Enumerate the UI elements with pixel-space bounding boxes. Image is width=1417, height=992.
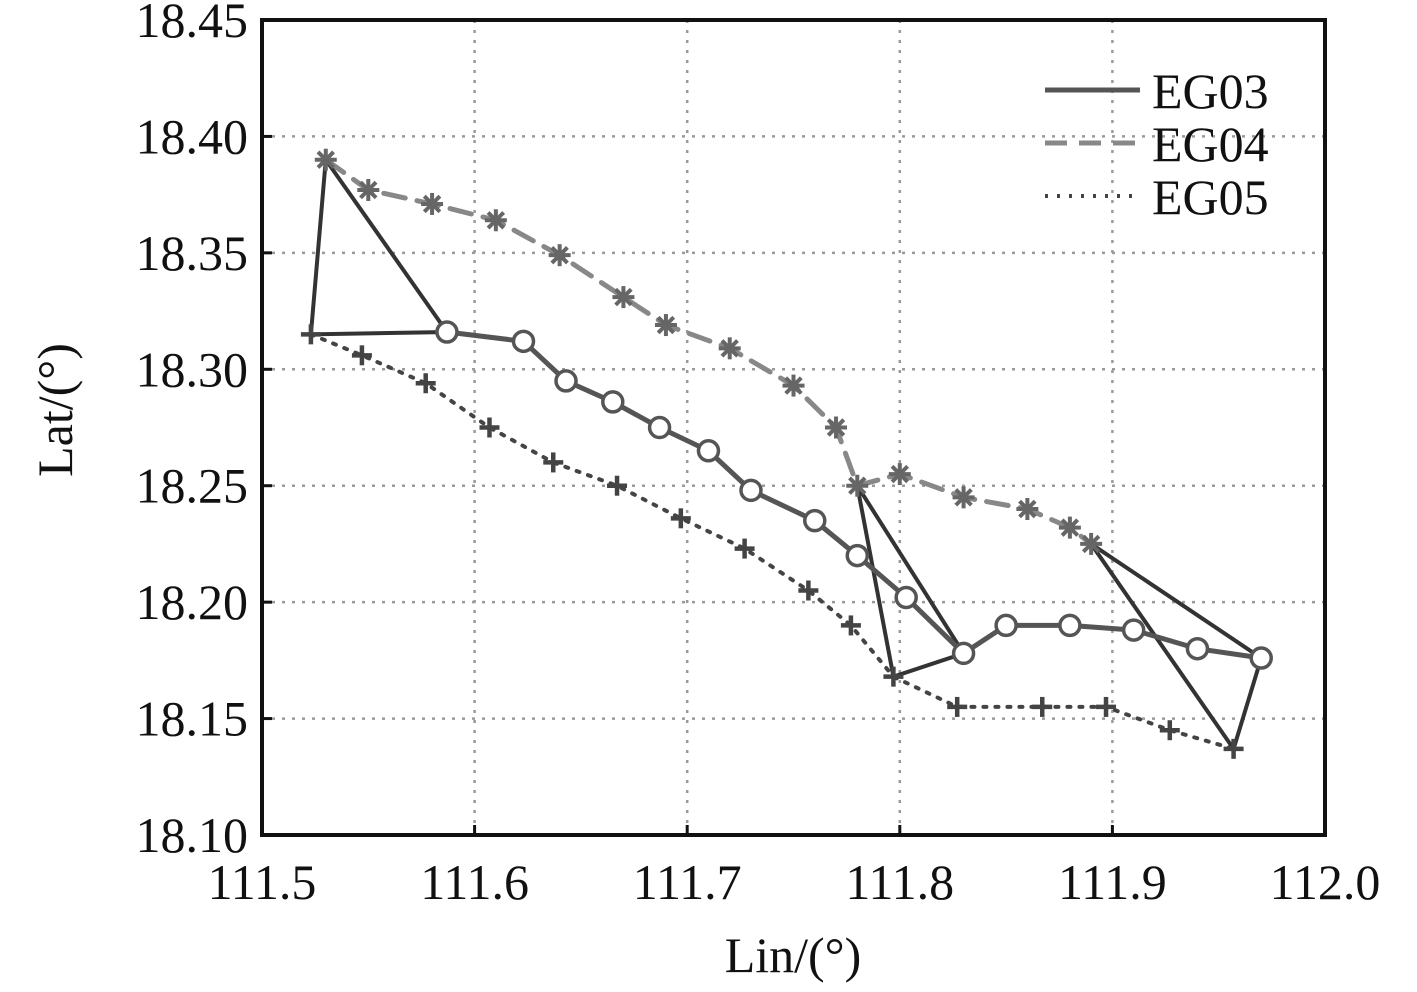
- series-line-eg03: [444, 329, 1264, 661]
- y-tick-label: 18.25: [136, 458, 249, 514]
- data-point-eg05: [670, 508, 691, 529]
- triangle-overlay: [855, 484, 967, 680]
- data-point-eg03: [435, 320, 459, 344]
- data-point-eg04: [548, 244, 571, 267]
- data-point-eg03: [1058, 613, 1082, 638]
- series-line-eg04: [323, 157, 1094, 547]
- series-markers: [300, 148, 1273, 759]
- triangle-overlays: [308, 154, 1264, 754]
- data-point-eg05: [734, 538, 755, 559]
- data-point-eg03: [803, 508, 827, 533]
- data-point-eg05: [479, 417, 500, 438]
- data-point-eg05: [947, 696, 968, 717]
- legend-entry-eg04: EG04: [1045, 116, 1269, 172]
- data-point-eg04: [952, 486, 975, 509]
- data-point-eg04: [421, 192, 444, 215]
- x-tick-labels: 111.5 111.6 111.7 111.8 111.9 112.0: [208, 854, 1381, 910]
- legend-entry-eg05: EG05: [1045, 169, 1269, 225]
- data-point-eg03: [511, 329, 536, 354]
- data-point-eg04: [612, 286, 635, 309]
- data-point-eg04: [888, 463, 911, 486]
- data-point-eg03: [647, 415, 672, 440]
- x-axis-label: Lin/(°): [725, 927, 862, 983]
- legend-entry-eg03: EG03: [1045, 63, 1269, 119]
- data-point-eg05: [607, 475, 628, 496]
- data-point-eg05: [883, 666, 904, 687]
- x-tick-label: 112.0: [1270, 854, 1381, 910]
- data-point-eg04: [718, 337, 741, 360]
- x-tick-label: 111.7: [633, 854, 742, 910]
- data-point-eg04: [484, 209, 507, 232]
- data-point-eg03: [894, 585, 918, 610]
- data-point-eg04: [1080, 532, 1103, 555]
- y-tick-label: 18.20: [136, 574, 249, 630]
- y-tick-labels: 18.10 18.15 18.20 18.25 18.30 18.35 18.40 18.45: [136, 0, 249, 863]
- data-point-eg05: [351, 345, 372, 366]
- data-point-eg04: [825, 416, 848, 439]
- data-point-eg03: [994, 613, 1018, 638]
- data-point-eg03: [739, 478, 763, 503]
- data-point-eg05: [415, 373, 436, 394]
- x-tick-label: 111.8: [845, 854, 954, 910]
- data-point-eg03: [951, 641, 976, 666]
- x-tick-label: 111.5: [208, 854, 317, 910]
- data-point-eg04: [846, 474, 869, 497]
- data-point-eg04: [654, 314, 677, 337]
- data-point-eg03: [696, 439, 721, 463]
- triangle-overlay: [1089, 542, 1264, 754]
- data-point-eg05: [543, 452, 564, 473]
- y-tick-label: 18.15: [136, 691, 249, 747]
- data-point-eg04: [1058, 516, 1081, 539]
- y-tick-label: 18.40: [136, 108, 249, 164]
- y-tick-label: 18.35: [136, 225, 249, 281]
- data-point-eg05: [798, 580, 819, 601]
- data-point-eg03: [554, 369, 578, 393]
- data-point-eg03: [1121, 618, 1146, 642]
- data-point-eg05: [1159, 720, 1180, 741]
- data-point-eg05: [1032, 696, 1053, 717]
- plot-frame: [260, 18, 1327, 837]
- data-point-eg03: [1249, 646, 1273, 670]
- data-point-eg05: [1223, 738, 1244, 759]
- legend-label: EG04: [1152, 116, 1269, 172]
- y-axis-label: Lat/(°): [27, 343, 83, 477]
- data-point-eg03: [845, 543, 870, 568]
- data-point-eg04: [1016, 498, 1039, 520]
- data-point-eg04: [314, 148, 337, 171]
- data-point-eg03: [1185, 636, 1210, 661]
- x-tick-label: 111.9: [1058, 854, 1167, 910]
- data-point-eg05: [300, 324, 321, 345]
- data-point-eg04: [357, 178, 380, 201]
- y-tick-label: 18.30: [136, 341, 249, 397]
- x-tick-label: 111.6: [420, 854, 529, 910]
- data-point-eg04: [782, 374, 805, 397]
- data-point-eg05: [840, 615, 861, 636]
- y-tick-label: 18.45: [136, 0, 249, 48]
- data-point-eg05: [1096, 696, 1117, 717]
- legend-label: EG05: [1152, 169, 1269, 225]
- series-lines: [308, 157, 1264, 751]
- y-tick-label: 18.10: [136, 807, 249, 863]
- triangle-overlay: [308, 154, 451, 337]
- data-point-eg03: [601, 390, 625, 414]
- legend-label: EG03: [1152, 63, 1269, 119]
